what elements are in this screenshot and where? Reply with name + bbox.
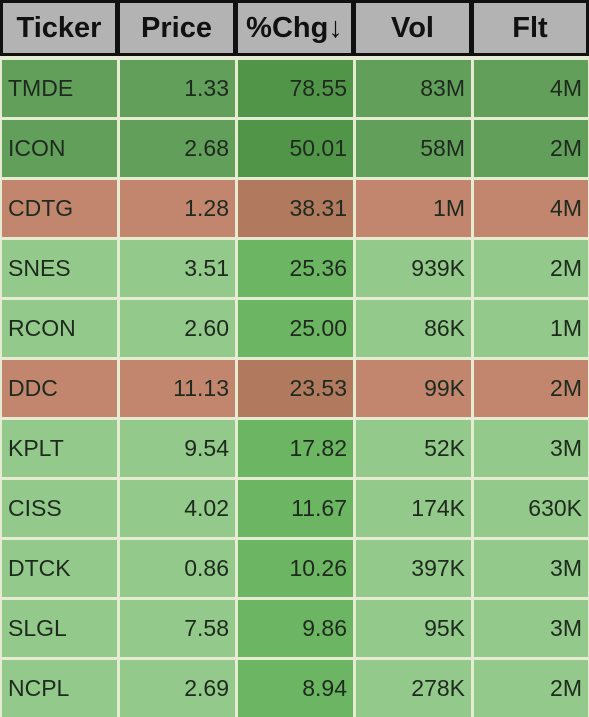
change-cell: 23.53 [238, 360, 353, 417]
volume-cell: 278K [356, 660, 471, 717]
column-header: Ticker [0, 0, 118, 56]
volume-cell: 174K [356, 480, 471, 537]
column-header: Flt [471, 0, 589, 56]
ticker-cell: TMDE [2, 60, 117, 117]
price-cell: 1.33 [120, 60, 235, 117]
change-cell: 11.67 [238, 480, 353, 537]
ticker-cell: CDTG [2, 180, 117, 237]
column-header: Price [117, 0, 236, 56]
change-cell: 38.31 [238, 180, 353, 237]
change-cell: 25.36 [238, 240, 353, 297]
volume-cell: 99K [356, 360, 471, 417]
price-cell: 1.28 [120, 180, 235, 237]
volume-cell: 58M [356, 120, 471, 177]
float-cell: 2M [474, 240, 588, 297]
volume-cell: 1M [356, 180, 471, 237]
price-cell: 4.02 [120, 480, 235, 537]
ticker-cell: SNES [2, 240, 117, 297]
change-cell: 9.86 [238, 600, 353, 657]
ticker-cell: NCPL [2, 660, 117, 717]
ticker-cell: ICON [2, 120, 117, 177]
column-header: Vol [353, 0, 472, 56]
price-cell: 2.69 [120, 660, 235, 717]
volume-cell: 939K [356, 240, 471, 297]
change-cell: 50.01 [238, 120, 353, 177]
volume-cell: 95K [356, 600, 471, 657]
ticker-cell: DDC [2, 360, 117, 417]
float-cell: 4M [474, 180, 588, 237]
volume-cell: 83M [356, 60, 471, 117]
column-header: %Chg↓ [235, 0, 354, 56]
price-cell: 2.60 [120, 300, 235, 357]
float-cell: 3M [474, 540, 588, 597]
ticker-cell: RCON [2, 300, 117, 357]
volume-cell: 397K [356, 540, 471, 597]
price-cell: 11.13 [120, 360, 235, 417]
change-cell: 8.94 [238, 660, 353, 717]
float-cell: 630K [474, 480, 588, 537]
price-cell: 0.86 [120, 540, 235, 597]
ticker-cell: KPLT [2, 420, 117, 477]
ticker-cell: DTCK [2, 540, 117, 597]
float-cell: 4M [474, 60, 588, 117]
float-cell: 3M [474, 420, 588, 477]
price-cell: 2.68 [120, 120, 235, 177]
price-cell: 9.54 [120, 420, 235, 477]
change-cell: 25.00 [238, 300, 353, 357]
ticker-cell: CISS [2, 480, 117, 537]
volume-cell: 86K [356, 300, 471, 357]
price-cell: 3.51 [120, 240, 235, 297]
ticker-cell: SLGL [2, 600, 117, 657]
change-cell: 78.55 [238, 60, 353, 117]
float-cell: 2M [474, 120, 588, 177]
change-cell: 10.26 [238, 540, 353, 597]
float-cell: 3M [474, 600, 588, 657]
volume-cell: 52K [356, 420, 471, 477]
price-cell: 7.58 [120, 600, 235, 657]
float-cell: 1M [474, 300, 588, 357]
float-cell: 2M [474, 660, 588, 717]
change-cell: 17.82 [238, 420, 353, 477]
float-cell: 2M [474, 360, 588, 417]
